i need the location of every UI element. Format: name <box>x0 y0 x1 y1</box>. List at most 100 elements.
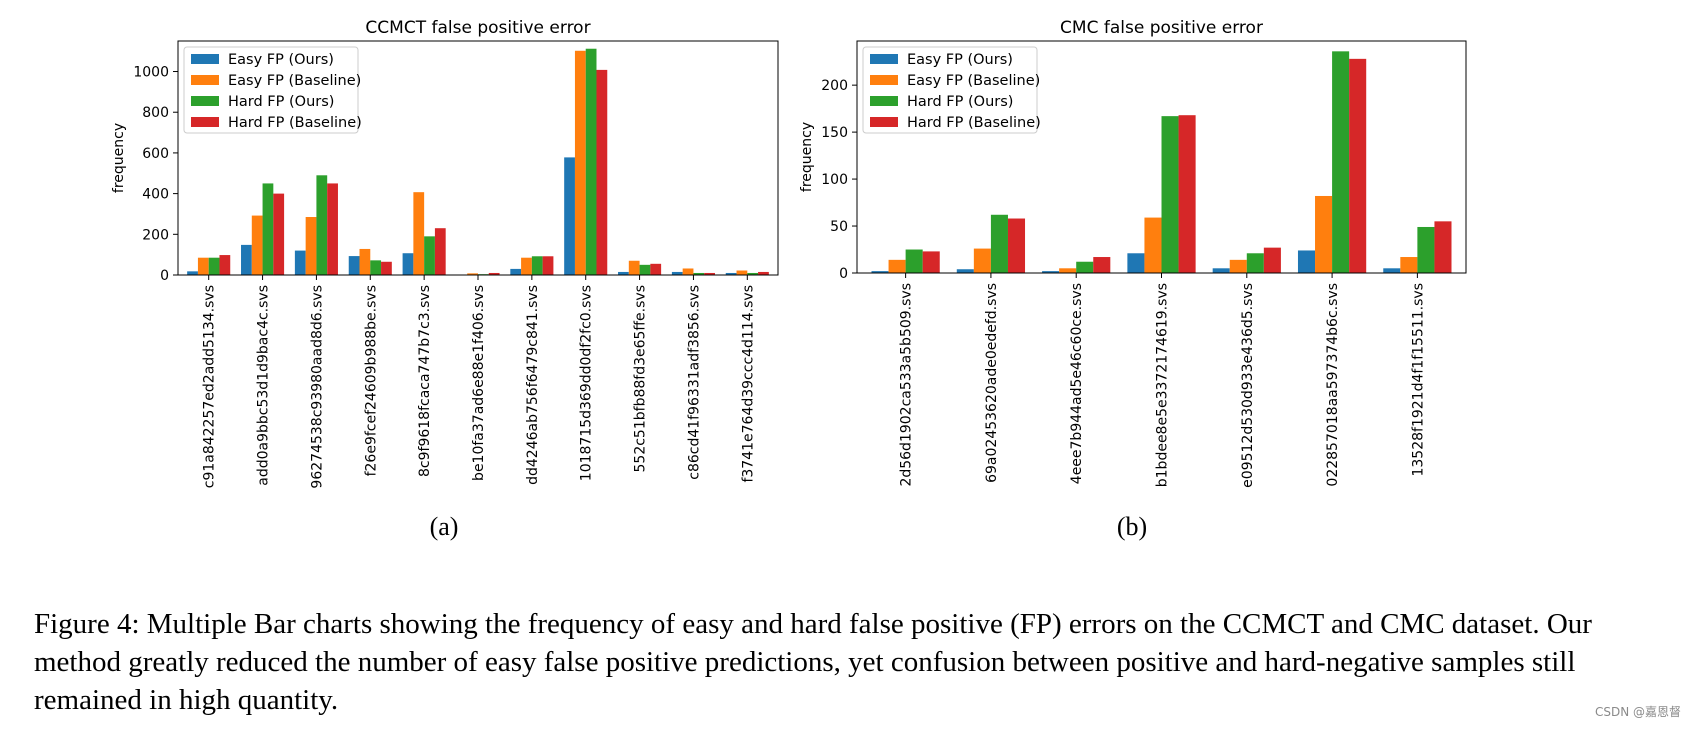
bar-hard-fp-baseline-2 <box>327 183 338 275</box>
legend: Easy FP (Ours) Easy FP (Baseline) Hard FP … <box>183 46 362 134</box>
x-tick-label: f3741e764d39ccc4d114.svs <box>740 285 756 483</box>
bar-hard-fp-baseline-7 <box>596 69 608 275</box>
legend-swatch-hard-fp-ours <box>191 96 219 106</box>
x-tick-label: 1018715d369dd0df2fc0.svs <box>579 285 595 481</box>
x-tick-label: c91a842257ed2add5134.svs <box>202 285 218 488</box>
bar-hard-fp-ours-7 <box>585 48 597 276</box>
bar-easy-fp-baseline-6 <box>521 257 532 275</box>
bar-easy-fp-baseline-0 <box>197 257 209 275</box>
bar-easy-fp-baseline-1 <box>251 215 263 275</box>
legend-label-easy-fp-ours: Easy FP (Ours) <box>907 52 1013 68</box>
x-tick-label: 2d56d1902ca533a5b509.svs <box>899 283 915 487</box>
legend-label-hard-fp-baseline: Hard FP (Baseline) <box>907 115 1041 131</box>
x-tick-label: e09512d530d933e436d5.svs <box>1240 283 1256 488</box>
bar-hard-fp-baseline-2 <box>1093 257 1111 273</box>
x-tick-label: c86cd41f96331adf3856.svs <box>686 285 702 480</box>
bar-easy-fp-baseline-9 <box>682 268 694 275</box>
bar-hard-fp-baseline-1 <box>273 193 285 275</box>
x-tick-label: 022857018aa597374b6c.svs <box>1325 283 1341 487</box>
legend-label-hard-fp-baseline: Hard FP (Baseline) <box>228 115 362 131</box>
y-tick-label: 200 <box>142 227 169 243</box>
bar-hard-fp-baseline-5 <box>488 272 500 275</box>
bars <box>871 51 1452 273</box>
y-tick-label: 400 <box>142 187 169 203</box>
chart-title: CMC false positive error <box>1060 18 1263 38</box>
bar-easy-fp-baseline-3 <box>359 248 371 275</box>
bar-hard-fp-ours-3 <box>1161 116 1179 273</box>
x-tick-label: f26e9fcef24609b988be.svs <box>363 285 379 476</box>
legend-swatch-easy-fp-baseline <box>191 75 219 85</box>
bar-hard-fp-ours-4 <box>424 236 435 275</box>
bar-easy-fp-ours-7 <box>564 157 575 275</box>
bar-hard-fp-baseline-6 <box>542 256 554 275</box>
bar-hard-fp-ours-10 <box>747 272 759 275</box>
legend-swatch-easy-fp-ours <box>870 54 898 64</box>
chart-title: CCMCT false positive error <box>365 18 590 38</box>
bar-easy-fp-ours-3 <box>1127 253 1145 273</box>
y-tick-label: 600 <box>142 146 169 162</box>
y-tick-label: 1000 <box>133 65 169 81</box>
y-tick-label: 100 <box>821 172 848 188</box>
panel-label: (a) <box>430 512 459 541</box>
bar-easy-fp-ours-6 <box>1383 268 1401 273</box>
legend-swatch-hard-fp-baseline <box>870 117 898 127</box>
legend-swatch-hard-fp-baseline <box>191 117 219 127</box>
bar-hard-fp-ours-9 <box>693 272 705 275</box>
legend-label-easy-fp-baseline: Easy FP (Baseline) <box>228 73 361 89</box>
legend-swatch-easy-fp-baseline <box>870 75 898 85</box>
bar-easy-fp-ours-10 <box>725 272 737 275</box>
bar-hard-fp-baseline-4 <box>1263 247 1281 273</box>
bar-hard-fp-baseline-10 <box>758 271 769 275</box>
panel-label: (b) <box>1117 512 1147 541</box>
bar-easy-fp-baseline-2 <box>305 217 317 275</box>
x-tick-label: 96274538c93980aad8d6.svs <box>309 285 325 489</box>
bar-easy-fp-ours-9 <box>671 271 683 275</box>
bar-easy-fp-ours-5 <box>1297 250 1316 273</box>
y-tick-label: 0 <box>160 268 169 284</box>
bar-easy-fp-baseline-0 <box>888 259 906 273</box>
bar-hard-fp-ours-1 <box>990 214 1008 273</box>
bar-hard-fp-baseline-6 <box>1434 221 1452 273</box>
bar-easy-fp-ours-4 <box>402 253 414 275</box>
bar-hard-fp-baseline-9 <box>704 272 715 275</box>
bar-easy-fp-ours-2 <box>1042 271 1060 273</box>
bar-easy-fp-baseline-6 <box>1400 257 1418 273</box>
bar-hard-fp-ours-3 <box>370 260 382 275</box>
legend-box <box>183 46 359 134</box>
legend-swatch-easy-fp-ours <box>191 54 219 64</box>
y-axis-label: frequency <box>799 122 815 192</box>
x-tick-label: 552c51bfb88fd3e65ffe.svs <box>633 285 649 472</box>
y-tick-label: 0 <box>839 266 848 282</box>
bar-easy-fp-baseline-1 <box>973 248 991 273</box>
bar-easy-fp-baseline-3 <box>1144 217 1162 273</box>
bar-easy-fp-ours-6 <box>510 268 522 275</box>
bar-hard-fp-ours-0 <box>208 257 220 275</box>
bar-easy-fp-baseline-2 <box>1059 268 1077 273</box>
bar-easy-fp-baseline-4 <box>1229 259 1247 273</box>
legend-swatch-hard-fp-ours <box>870 96 898 106</box>
x-tick-label: 13528f1921d4f1f15511.svs <box>1410 283 1426 477</box>
bar-hard-fp-ours-6 <box>1417 226 1435 273</box>
bar-hard-fp-baseline-5 <box>1349 58 1367 273</box>
bar-hard-fp-ours-5 <box>1332 51 1350 273</box>
bar-hard-fp-ours-4 <box>1246 253 1264 273</box>
bar-easy-fp-ours-3 <box>348 256 360 275</box>
figure-caption: Figure 4: Multiple Bar charts showing th… <box>34 608 1592 716</box>
bar-hard-fp-ours-6 <box>531 256 543 275</box>
legend: Easy FP (Ours) Easy FP (Baseline) Hard FP … <box>862 46 1041 134</box>
y-tick-label: 200 <box>821 78 848 94</box>
bar-easy-fp-ours-4 <box>1212 268 1230 273</box>
bar-easy-fp-ours-0 <box>871 271 889 273</box>
bar-easy-fp-baseline-5 <box>467 273 478 275</box>
legend-label-hard-fp-ours: Hard FP (Ours) <box>228 94 334 110</box>
bar-hard-fp-baseline-3 <box>1178 115 1196 273</box>
x-tick-label: 4eee7b944ad5e46c60ce.svs <box>1069 283 1085 484</box>
bar-easy-fp-baseline-10 <box>736 270 748 275</box>
legend-label-easy-fp-ours: Easy FP (Ours) <box>228 52 334 68</box>
legend-label-hard-fp-ours: Hard FP (Ours) <box>907 94 1013 110</box>
watermark: CSDN @嘉恩督 <box>1594 705 1681 719</box>
bar-easy-fp-ours-1 <box>956 269 974 273</box>
bar-easy-fp-baseline-7 <box>574 50 586 275</box>
bar-hard-fp-baseline-4 <box>434 228 446 275</box>
